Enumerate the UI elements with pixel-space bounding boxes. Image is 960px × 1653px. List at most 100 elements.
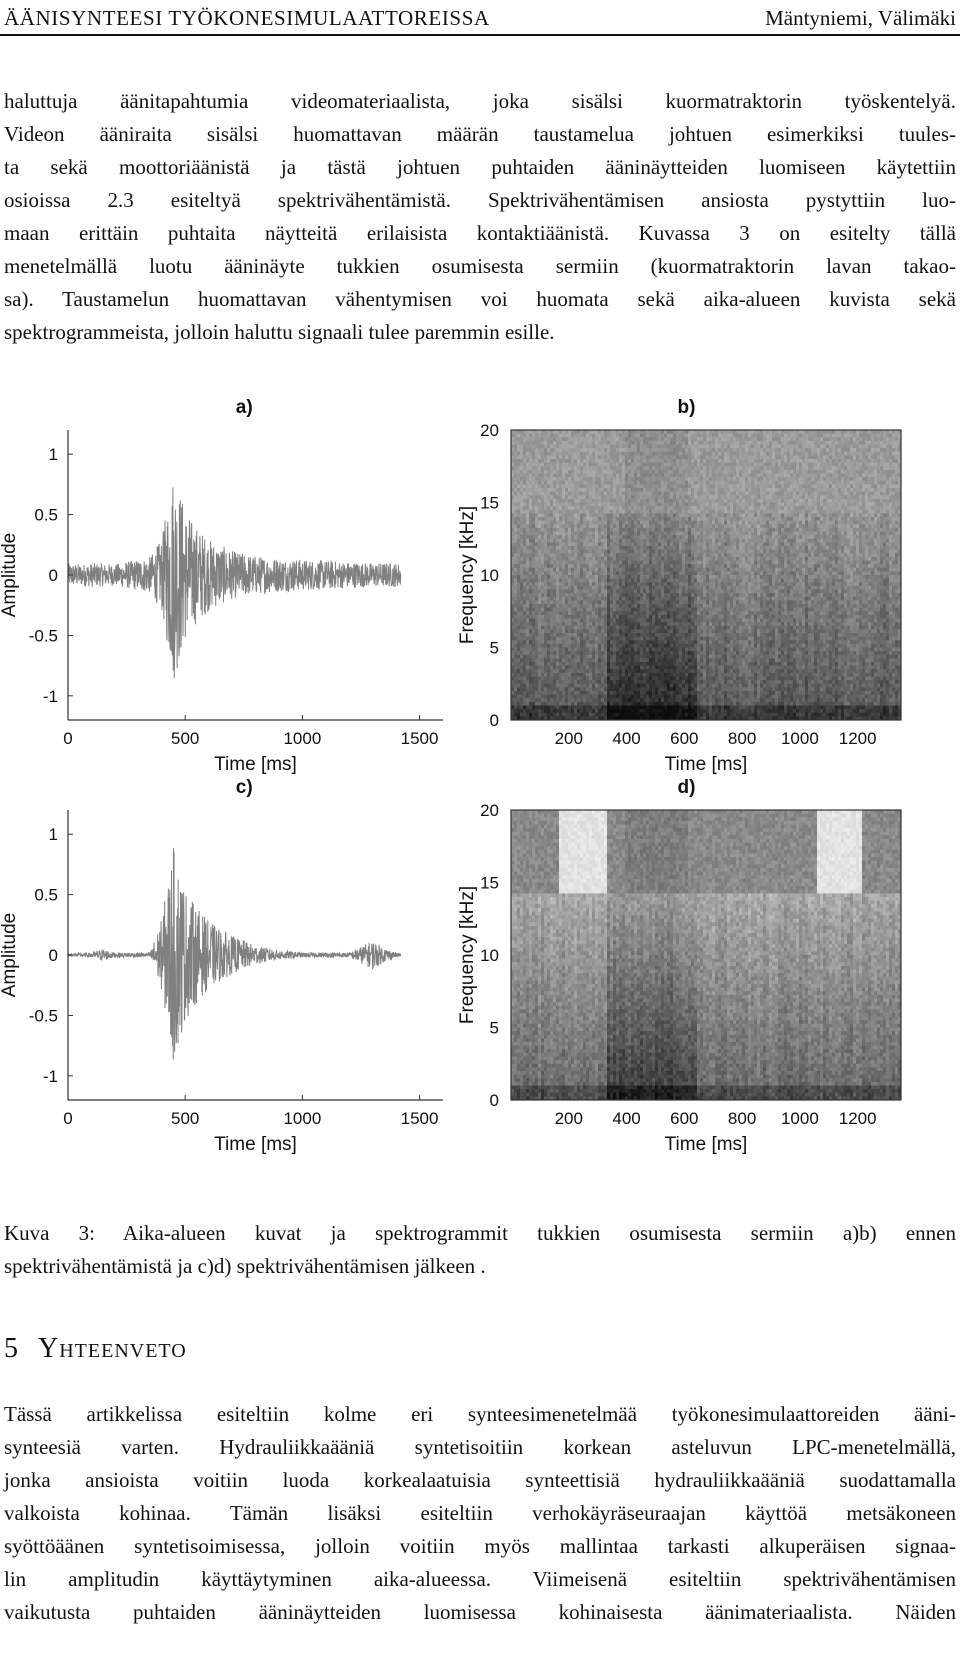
spectrogram-cell [586,604,589,608]
spectrogram-cell [625,474,628,478]
spectrogram-cell [694,474,697,478]
spectrogram-cell [631,662,634,666]
spectrogram-cell [556,662,559,666]
spectrogram-cell [538,597,541,601]
spectrogram-cell [622,586,625,590]
spectrogram-cell [634,553,637,557]
spectrogram-cell [646,441,649,445]
spectrogram-cell [622,474,625,478]
spectrogram-cell [646,619,649,623]
spectrogram-cell [595,637,598,641]
spectrogram-cell [601,608,604,612]
spectrogram-cell [532,687,535,691]
spectrogram-cell [625,706,628,710]
spectrogram-cell [649,687,652,691]
spectrogram-cell [538,539,541,543]
spectrogram-cell [643,687,646,691]
spectrogram-cell [571,441,574,445]
spectrogram-cell [664,510,667,514]
spectrogram-cell [526,637,529,641]
spectrogram-cell [679,452,682,456]
spectrogram-cell [520,513,523,517]
spectrogram-cell [610,437,613,441]
spectrogram-cell [664,666,667,670]
spectrogram-cell [640,517,643,521]
spectrogram-cell [661,561,664,565]
spectrogram-cell [643,568,646,572]
spectrogram-cell [556,484,559,488]
spectrogram-cell [655,687,658,691]
spectrogram-cell [652,680,655,684]
spectrogram-cell [520,637,523,641]
spectrogram-cell [691,495,694,499]
spectrogram-cell [625,568,628,572]
spectrogram-cell [616,430,619,434]
spectrogram-cell [664,658,667,662]
spectrogram-cell [625,430,628,434]
spectrogram-cell [589,445,592,449]
spectrogram-cell [577,709,580,713]
spectrogram-cell [592,474,595,478]
spectrogram-cell [679,557,682,561]
spectrogram-cell [655,546,658,550]
spectrogram-cell [616,706,619,710]
panel-a: 10.50-0.5-10 500 1000 1500AmplitudeTime [ms… [0,397,443,775]
spectrogram-cell [523,434,526,438]
spectrogram-cell [694,492,697,496]
spectrogram-cell [619,633,622,637]
spectrogram-cell [568,608,571,612]
spectrogram-cell [667,481,670,485]
spectrogram-cell [670,691,673,695]
spectrogram-cell [649,506,652,510]
spectrogram-cell [571,644,574,648]
spectrogram-cell [580,434,583,438]
spectrogram-cell [616,713,619,717]
spectrogram-cell [664,593,667,597]
spectrogram-cell [532,535,535,539]
spectrogram-cell [547,441,550,445]
spectrogram-cell [607,637,610,641]
spectrogram-cell [682,695,685,699]
spectrogram-cell [562,510,565,514]
spectrogram-cell [523,644,526,648]
spectrogram-cell [574,561,577,565]
spectrogram-cell [547,517,550,521]
spectrogram-cell [583,608,586,612]
spectrogram-cell [592,575,595,579]
spectrogram-cell [565,582,568,586]
spectrogram-cell [523,477,526,481]
spectrogram-cell [553,593,556,597]
spectrogram-cell [529,521,532,525]
spectrogram-cell [634,499,637,503]
spectrogram-cell [625,590,628,594]
spectrogram-cell [616,568,619,572]
spectrogram-cell [562,546,565,550]
spectrogram-cell [664,528,667,532]
spectrogram-cell [634,608,637,612]
spectrogram-cell [625,542,628,546]
spectrogram-cell [550,474,553,478]
spectrogram-cell [556,604,559,608]
spectrogram-cell [634,709,637,713]
spectrogram-cell [571,528,574,532]
spectrogram-cell [550,539,553,543]
spectrogram-cell [574,600,577,604]
spectrogram-cell [550,579,553,583]
spectrogram-cell [628,459,631,463]
spectrogram-cell [562,597,565,601]
spectrogram-cell [676,662,679,666]
spectrogram-cell [640,629,643,633]
spectrogram-cell [523,579,526,583]
spectrogram-cell [559,691,562,695]
spectrogram-cell [601,640,604,644]
spectrogram-cell [535,687,538,691]
spectrogram-cell [691,600,694,604]
spectrogram-cell [529,535,532,539]
spectrogram-cell [604,658,607,662]
spectrogram-cell [571,564,574,568]
spectrogram-cell [547,474,550,478]
spectrogram-cell [628,474,631,478]
spectrogram-cell [538,470,541,474]
spectrogram-cell [661,499,664,503]
spectrogram-cell [631,593,634,597]
